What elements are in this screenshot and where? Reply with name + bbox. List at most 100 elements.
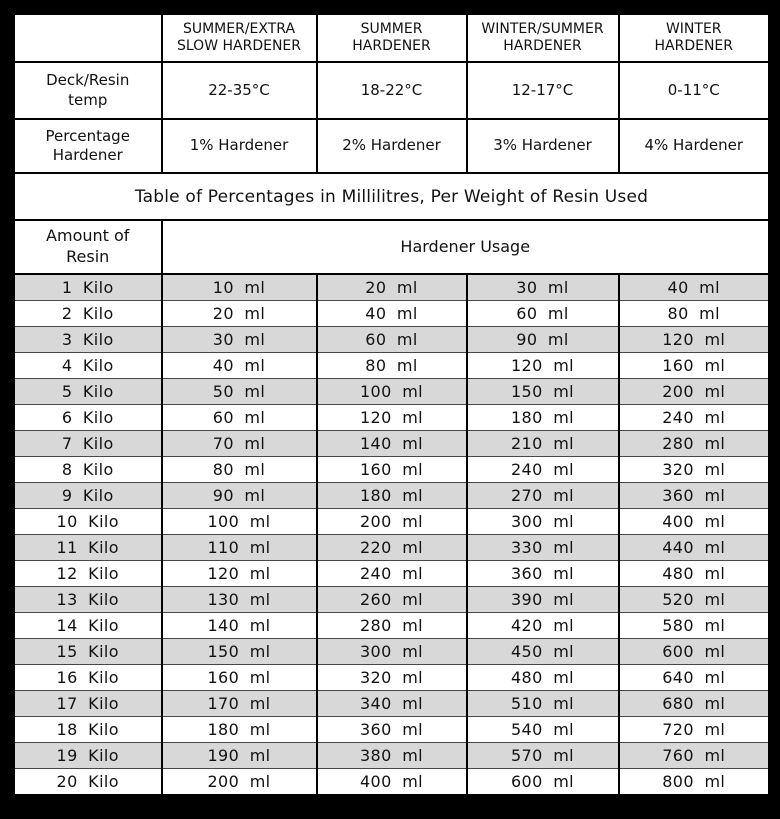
percentage-hardener-row: Percentage Hardener 1% Hardener 2% Harde… [12, 118, 771, 174]
table-row: 15 Kilo 150 ml 300 ml 450 ml 600 ml [12, 638, 771, 665]
ml-value-cell: 450 ml [465, 638, 620, 665]
ml-value-cell: 600 ml [617, 638, 771, 665]
ml-value-cell: 330 ml [465, 534, 620, 561]
resin-amount-cell: 15 Kilo [12, 638, 163, 665]
resin-amount-cell: 6 Kilo [12, 404, 163, 431]
temp-range-cell: 0-11°C [617, 61, 771, 120]
ml-value-cell: 400 ml [315, 768, 468, 796]
ml-value-cell: 510 ml [465, 690, 620, 717]
ml-value-cell: 340 ml [315, 690, 468, 717]
table-row: 12 Kilo 120 ml 240 ml 360 ml 480 ml [12, 560, 771, 587]
ml-value-cell: 60 ml [315, 326, 468, 353]
ml-value-cell: 130 ml [160, 586, 318, 613]
ml-value-cell: 240 ml [617, 404, 771, 431]
resin-amount-cell: 13 Kilo [12, 586, 163, 613]
ml-value-cell: 40 ml [160, 352, 318, 379]
table-row: 18 Kilo 180 ml 360 ml 540 ml 720 ml [12, 716, 771, 743]
ml-value-cell: 70 ml [160, 430, 318, 457]
column-header-winter-summer: WINTER/SUMMER HARDENER [465, 12, 620, 63]
ml-value-cell: 150 ml [160, 638, 318, 665]
table-row: 11 Kilo 110 ml 220 ml 330 ml 440 ml [12, 534, 771, 561]
ml-value-cell: 240 ml [465, 456, 620, 483]
ml-value-cell: 210 ml [465, 430, 620, 457]
ml-value-cell: 800 ml [617, 768, 771, 796]
ml-value-cell: 90 ml [160, 482, 318, 509]
ml-value-cell: 480 ml [617, 560, 771, 587]
ml-value-cell: 270 ml [465, 482, 620, 509]
table-row: 10 Kilo 100 ml 200 ml 300 ml 400 ml [12, 508, 771, 535]
column-header-row: SUMMER/EXTRA SLOW HARDENER SUMMER HARDEN… [12, 12, 771, 63]
ml-value-cell: 760 ml [617, 742, 771, 769]
ml-value-cell: 160 ml [617, 352, 771, 379]
ml-value-cell: 640 ml [617, 664, 771, 691]
table-row: 4 Kilo 40 ml 80 ml 120 ml 160 ml [12, 352, 771, 379]
resin-amount-cell: 5 Kilo [12, 378, 163, 405]
ml-value-cell: 360 ml [617, 482, 771, 509]
ml-value-cell: 190 ml [160, 742, 318, 769]
ml-value-cell: 160 ml [160, 664, 318, 691]
percentage-cell: 2% Hardener [315, 118, 468, 174]
ml-value-cell: 160 ml [315, 456, 468, 483]
ml-value-cell: 80 ml [617, 300, 771, 327]
ml-value-cell: 480 ml [465, 664, 620, 691]
resin-amount-cell: 8 Kilo [12, 456, 163, 483]
resin-amount-cell: 7 Kilo [12, 430, 163, 457]
ml-value-cell: 30 ml [160, 326, 318, 353]
resin-amount-cell: 4 Kilo [12, 352, 163, 379]
ml-value-cell: 140 ml [160, 612, 318, 639]
ml-value-cell: 600 ml [465, 768, 620, 796]
table-row: 1 Kilo 10 ml 20 ml 30 ml 40 ml [12, 273, 771, 301]
table-row: 5 Kilo 50 ml 100 ml 150 ml 200 ml [12, 378, 771, 405]
ml-value-cell: 60 ml [465, 300, 620, 327]
ml-value-cell: 360 ml [315, 716, 468, 743]
ml-value-cell: 100 ml [315, 378, 468, 405]
resin-amount-cell: 9 Kilo [12, 482, 163, 509]
ml-value-cell: 360 ml [465, 560, 620, 587]
corner-cell [12, 12, 163, 63]
table-row: 2 Kilo 20 ml 40 ml 60 ml 80 ml [12, 300, 771, 327]
table-row: 14 Kilo 140 ml 280 ml 420 ml 580 ml [12, 612, 771, 639]
ml-value-cell: 540 ml [465, 716, 620, 743]
table-title: Table of Percentages in Millilitres, Per… [12, 172, 771, 221]
ml-value-cell: 20 ml [160, 300, 318, 327]
ml-value-cell: 420 ml [465, 612, 620, 639]
resin-amount-cell: 1 Kilo [12, 273, 163, 301]
ml-value-cell: 280 ml [315, 612, 468, 639]
usage-data-rows: 1 Kilo 10 ml 20 ml 30 ml 40 ml 2 Kilo 20 ml 40 … [12, 273, 771, 796]
percentage-cell: 1% Hardener [160, 118, 318, 174]
table-row: 6 Kilo 60 ml 120 ml 180 ml 240 ml [12, 404, 771, 431]
ml-value-cell: 90 ml [465, 326, 620, 353]
table-row: 17 Kilo 170 ml 340 ml 510 ml 680 ml [12, 690, 771, 717]
ml-value-cell: 110 ml [160, 534, 318, 561]
table-row: 20 Kilo 200 ml 400 ml 600 ml 800 ml [12, 768, 771, 796]
ml-value-cell: 680 ml [617, 690, 771, 717]
table-row: 16 Kilo 160 ml 320 ml 480 ml 640 ml [12, 664, 771, 691]
resin-amount-cell: 20 Kilo [12, 768, 163, 796]
ml-value-cell: 320 ml [617, 456, 771, 483]
ml-value-cell: 400 ml [617, 508, 771, 535]
ml-value-cell: 300 ml [315, 638, 468, 665]
table-row: 13 Kilo 130 ml 260 ml 390 ml 520 ml [12, 586, 771, 613]
resin-amount-cell: 14 Kilo [12, 612, 163, 639]
ml-value-cell: 140 ml [315, 430, 468, 457]
ml-value-cell: 380 ml [315, 742, 468, 769]
ml-value-cell: 50 ml [160, 378, 318, 405]
ml-value-cell: 390 ml [465, 586, 620, 613]
ml-value-cell: 320 ml [315, 664, 468, 691]
ml-value-cell: 80 ml [160, 456, 318, 483]
ml-value-cell: 60 ml [160, 404, 318, 431]
resin-amount-cell: 3 Kilo [12, 326, 163, 353]
resin-amount-cell: 19 Kilo [12, 742, 163, 769]
hardener-percentage-table: SUMMER/EXTRA SLOW HARDENER SUMMER HARDEN… [12, 12, 771, 797]
percentage-cell: 3% Hardener [465, 118, 620, 174]
ml-value-cell: 180 ml [315, 482, 468, 509]
resin-amount-cell: 16 Kilo [12, 664, 163, 691]
ml-value-cell: 200 ml [160, 768, 318, 796]
row-label-amount-of-resin: Amount of Resin [12, 219, 163, 275]
ml-value-cell: 180 ml [465, 404, 620, 431]
ml-value-cell: 440 ml [617, 534, 771, 561]
ml-value-cell: 80 ml [315, 352, 468, 379]
resin-amount-cell: 10 Kilo [12, 508, 163, 535]
temp-range-cell: 12-17°C [465, 61, 620, 120]
